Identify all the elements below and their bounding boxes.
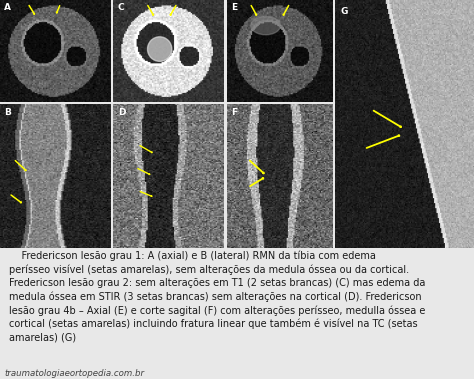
Text: traumatologiaeortopedia.com.br: traumatologiaeortopedia.com.br xyxy=(5,369,145,378)
Text: B: B xyxy=(4,108,11,117)
Text: F: F xyxy=(231,108,237,117)
Text: C: C xyxy=(118,3,124,12)
Text: G: G xyxy=(341,8,348,16)
Text: Fredericson lesão grau 1: A (axial) e B (lateral) RMN da tíbia com edema
perísse: Fredericson lesão grau 1: A (axial) e B … xyxy=(9,251,426,342)
Ellipse shape xyxy=(251,16,281,35)
Text: E: E xyxy=(231,3,237,12)
Text: A: A xyxy=(4,3,11,12)
Ellipse shape xyxy=(147,37,172,61)
Text: D: D xyxy=(118,108,125,117)
